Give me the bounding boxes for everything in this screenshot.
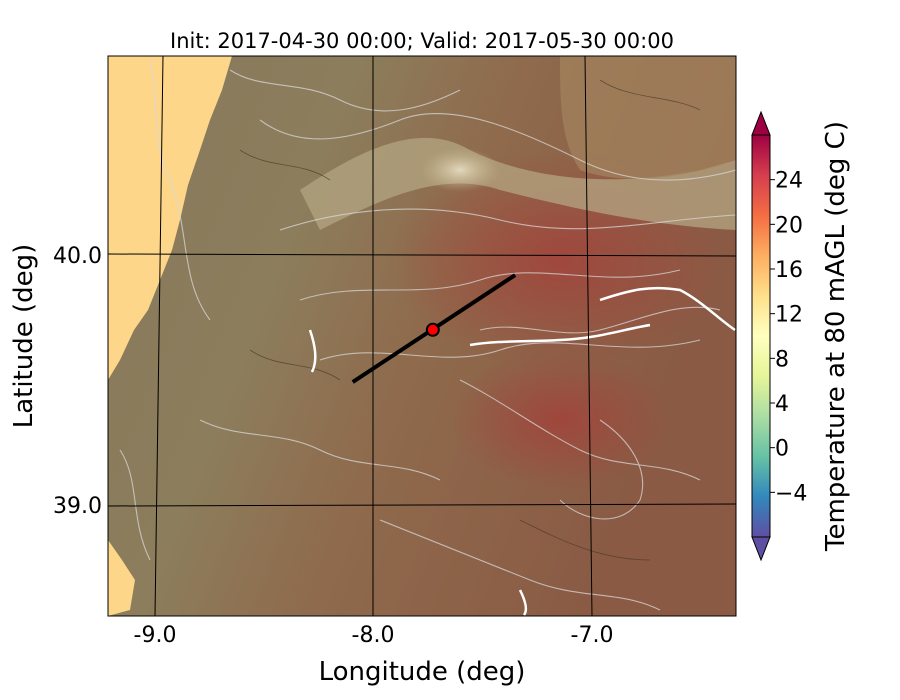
ocean-southwest [108,540,135,616]
y-tick-label: 39.0 [53,494,102,519]
colorbar-tick-label: 16 [775,258,803,283]
location-marker [425,322,440,337]
x-tick-label: -9.0 [134,623,177,648]
x-axis-label: Longitude (deg) [319,657,526,687]
terrain-contours [119,59,736,611]
white-water-patches [308,286,736,616]
meridian-line [584,55,593,617]
colorbar-tick-label: 20 [775,213,803,238]
colorbar-gradient [751,134,771,538]
colorbar-tick-label: 12 [775,303,803,328]
x-tick-label: -7.0 [571,623,614,648]
colorbar-extend-bottom [751,536,771,562]
cool-ridge [300,137,736,230]
map-frame [107,55,737,617]
colorbar-tick-label: −4 [775,481,807,506]
colorbar-tick-label: 24 [775,169,803,194]
colorbar: −4 0 4 8 12 16 20 24 Temperature at 80 mAGL (de… [751,110,851,562]
warm-region-south [450,350,670,490]
map-panel [108,56,736,616]
y-tick-label: 40.0 [53,244,102,269]
meridian-line [154,55,164,617]
colorbar-tick-label: 8 [775,347,789,372]
parallel-line [107,253,737,257]
dark-contours [239,79,701,561]
ridge-peak [420,148,500,192]
parallel-line [107,503,737,507]
northeast-plateau [560,56,736,179]
colorbar-label: Temperature at 80 mAGL (deg C) [821,121,851,552]
ocean [108,56,232,380]
colorbar-tick-label: 0 [775,437,789,462]
x-tick-label: -8.0 [352,623,395,648]
colorbar-extend-top [751,110,771,136]
colorbar-tick-label: 4 [775,392,789,417]
y-axis-label: Latitude (deg) [9,244,39,429]
plot-title: Init: 2017-04-30 00:00; Valid: 2017-05-3… [170,29,674,53]
lat-lon-grid [107,55,737,617]
colorbar-ticks: −4 0 4 8 12 16 20 24 [770,169,807,506]
